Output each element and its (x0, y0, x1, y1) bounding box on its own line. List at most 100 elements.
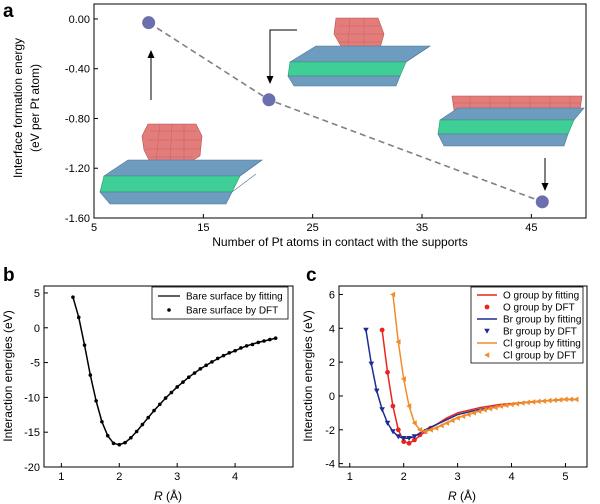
c-dft-point (476, 408, 482, 414)
c-dft-point (535, 398, 541, 405)
c-dft-point (363, 327, 369, 333)
b-dft-point (158, 402, 162, 407)
x-axis-label-a: Number of Pt atoms in contact with the s… (212, 235, 467, 249)
support-bottom-layer-initial (99, 191, 233, 205)
c-dft-point (573, 396, 579, 403)
b-dft-point (192, 371, 197, 375)
c-y-tick-label: -4 (325, 459, 335, 471)
b-y-tick-label: -5 (30, 358, 40, 370)
c-dft-point (406, 403, 412, 409)
x-axis-label-b: R (Å) (154, 488, 182, 503)
a-x-tick-label: 5 (91, 222, 97, 234)
a-y-tick-label: -0.40 (65, 64, 90, 76)
support-top-layer-initial (103, 159, 263, 177)
b-y-tick-label: 5 (34, 288, 40, 300)
legend-b-dot-swatch (167, 308, 171, 312)
arrow-down-elbow (269, 29, 297, 79)
c-dft-point (390, 429, 396, 435)
c-dft-point (551, 397, 557, 403)
b-dft-point (163, 396, 168, 400)
pt-lattice-initial (146, 123, 200, 163)
c-dft-point (497, 403, 503, 409)
c-legend-label: Cl group by DFT (503, 351, 576, 362)
b-dft-point (273, 336, 278, 341)
a-y-tick-label: -0.80 (65, 113, 90, 125)
c-legend-label: Cl group by fitting (503, 339, 581, 350)
c-x-tick-label: 4 (508, 471, 514, 483)
b-dft-point (123, 440, 127, 445)
c-dft-point (379, 327, 385, 333)
c-dft-point (400, 436, 407, 442)
a-x-tick-label: 35 (416, 222, 428, 234)
annotation-arrows (147, 29, 549, 191)
b-dft-point (129, 435, 133, 440)
panel-b: 1 2 3 4 5 0 -5 -10 -15 -20 R (Å) Interaction ener… (1, 285, 294, 503)
c-legend-label: O group by DFT (503, 303, 575, 314)
axis-ticks-b: 1 2 3 4 5 0 -5 -10 -15 -20 (24, 288, 238, 483)
b-dft-point (198, 367, 203, 371)
a-data-point (142, 16, 156, 30)
c-dft-point (384, 420, 391, 426)
c-legend-label: Br group by DFT (503, 327, 577, 338)
c-dft-point (417, 426, 423, 433)
b-y-tick-label: -20 (24, 462, 40, 474)
c-y-tick-label: 2 (329, 357, 335, 369)
c-dft-point (390, 291, 396, 298)
b-dft-point (210, 360, 214, 364)
c-y-tick-label: 0 (329, 391, 335, 403)
b-dft-point (169, 390, 174, 395)
c-dft-point (395, 434, 402, 440)
b-dft-point (105, 433, 110, 438)
panel-label-a: a (3, 1, 14, 22)
b-dft-point (71, 295, 75, 299)
b-y-tick-label: 0 (34, 323, 40, 335)
a-y-tick-label: -1.20 (65, 163, 90, 175)
c-dft-point (422, 428, 428, 435)
c-dft-point (568, 396, 574, 403)
c-dft-point (385, 369, 390, 375)
panel-label-c: c (306, 265, 317, 286)
series-c (363, 291, 579, 446)
c-legend-marker-swatch (484, 328, 490, 334)
c-legend-marker-swatch (484, 352, 490, 358)
c-x-tick-label: 1 (347, 471, 353, 483)
b-dft-point (221, 353, 226, 358)
a-x-tick-label: 15 (197, 222, 209, 234)
a-y-tick-label: -1.60 (65, 213, 90, 225)
b-dft-point (262, 339, 266, 343)
b-dft-point (111, 441, 116, 446)
axis-ticks-c: 1 2 3 4 5 6 4 2 0 -2 -4 (325, 289, 568, 483)
c-dft-point (481, 407, 487, 413)
x-axis-label-c-unit: (Å) (457, 488, 476, 503)
b-dft-point (256, 340, 261, 345)
b-dft-point (175, 385, 179, 389)
legend-b-fit-label: Bare surface by fitting (186, 292, 283, 303)
c-dft-point (411, 434, 418, 440)
b-dft-point (186, 375, 191, 379)
c-dft-point (519, 400, 525, 406)
b-dft-point (215, 356, 220, 361)
c-dft-point (524, 399, 530, 406)
c-dft-point (395, 339, 401, 345)
c-y-tick-label: 6 (329, 289, 335, 301)
c-dft-point (562, 396, 568, 403)
c-dft-point (492, 404, 498, 411)
b-dft-point (146, 415, 151, 420)
c-dft-point (503, 402, 509, 409)
c-x-tick-label: 2 (401, 471, 407, 483)
pt-cluster-initial (141, 123, 203, 163)
c-dft-point (395, 427, 401, 433)
c-dft-point (438, 422, 444, 429)
b-dft-point (94, 399, 98, 403)
c-x-tick-label: 3 (455, 471, 461, 483)
c-y-tick-label: 4 (329, 323, 335, 335)
c-dft-point (368, 361, 375, 367)
series-b (71, 295, 278, 447)
c-dft-point (454, 415, 460, 421)
c-dft-point (449, 417, 455, 424)
plot-frame-c (338, 285, 588, 468)
c-dft-point (530, 399, 536, 405)
b-x-tick-label: 4 (232, 471, 238, 483)
